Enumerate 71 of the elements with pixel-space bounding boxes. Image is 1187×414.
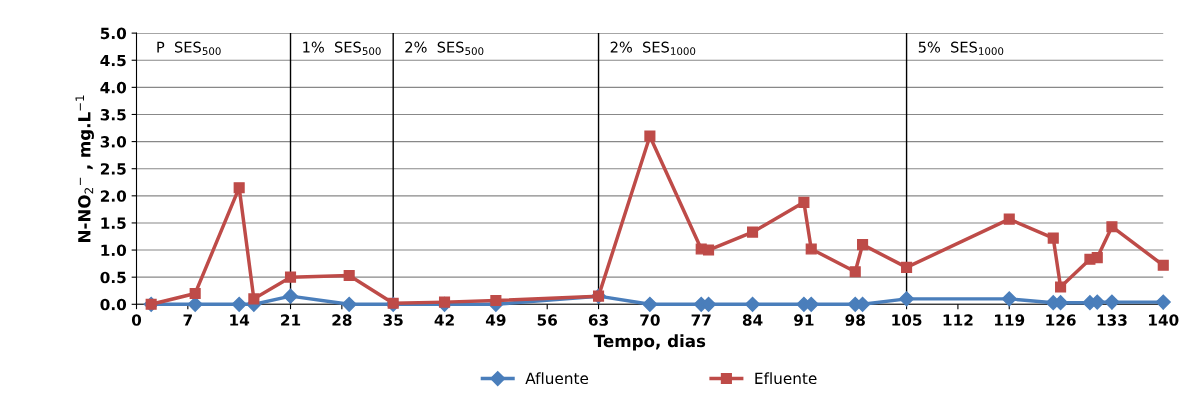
x-tick-label: 70 <box>640 314 660 326</box>
x-tick-label: 119 <box>995 314 1025 326</box>
point <box>248 293 260 305</box>
point <box>1001 291 1017 307</box>
y-tick-label: 2.5 <box>100 163 126 175</box>
point <box>1003 213 1015 225</box>
legend-label: Efluente <box>755 372 817 385</box>
point <box>1104 294 1120 310</box>
x-tick-label: 0 <box>131 314 142 326</box>
point <box>1047 232 1059 244</box>
point <box>233 182 245 194</box>
point <box>341 296 357 312</box>
ref-line-label: 1% SES$_{500}$ <box>303 41 381 55</box>
point <box>284 271 297 283</box>
point <box>1155 294 1171 310</box>
point <box>798 196 810 208</box>
x-tick-label: 84 <box>742 314 763 326</box>
y-tick-label: 4.0 <box>100 81 127 94</box>
point <box>343 269 355 282</box>
y-tick-label: 1.5 <box>101 217 126 229</box>
point <box>901 261 913 273</box>
x-tick-label: 105 <box>892 314 922 326</box>
x-tick-label: 133 <box>1097 314 1127 326</box>
point <box>857 239 869 251</box>
x-tick-label: 28 <box>332 314 352 326</box>
point <box>644 130 656 142</box>
annotation: P SES$_{500}$ <box>157 41 221 55</box>
x-tick-label: 42 <box>434 314 454 326</box>
point <box>1091 252 1103 264</box>
ref-line-label: 2% SES$_{500}$ <box>405 41 484 55</box>
x-tick-label: 77 <box>691 314 711 326</box>
y-tick-label: 5.0 <box>100 27 127 40</box>
point <box>702 244 715 256</box>
x-tick-label: 56 <box>537 314 558 326</box>
x-tick-label: 14 <box>230 314 250 326</box>
y-axis-title: N-NO$_{2}$$^{−}$ , mg.L$^{−1}$ <box>75 95 94 242</box>
point <box>231 296 247 312</box>
y-tick-label: 0.5 <box>100 271 126 284</box>
point <box>282 288 299 304</box>
x-tick-label: 140 <box>1149 314 1179 326</box>
x-tick-label: 126 <box>1046 314 1076 326</box>
x-tick-label: 7 <box>183 314 192 326</box>
x-tick-label: 112 <box>943 314 973 326</box>
point <box>438 296 451 308</box>
point <box>189 287 201 299</box>
y-tick-label: 3.0 <box>100 136 127 148</box>
y-tick-label: 2.0 <box>100 190 127 202</box>
point <box>642 296 658 312</box>
y-tick-label: 4.5 <box>100 54 126 67</box>
x-tick-label: 63 <box>588 314 608 326</box>
x-tick-label: 49 <box>485 314 506 326</box>
point <box>1157 259 1169 271</box>
point <box>490 294 502 307</box>
point <box>849 266 861 278</box>
ref-line-label: 2% SES$_{1000}$ <box>610 41 696 55</box>
x-axis-title: Tempo, dias <box>593 334 706 351</box>
y-tick-label: 0.0 <box>100 298 127 311</box>
point <box>899 291 915 307</box>
ref-line-label: 5% SES$_{1000}$ <box>918 41 1004 55</box>
y-tick-label: 1.0 <box>101 244 127 257</box>
point <box>1055 281 1067 293</box>
point <box>744 296 761 312</box>
y-tick-label: 3.5 <box>100 108 126 121</box>
x-tick-label: 21 <box>281 314 301 326</box>
x-tick-label: 91 <box>794 314 814 326</box>
point <box>805 243 817 255</box>
point <box>747 226 759 238</box>
x-tick-label: 35 <box>383 314 403 326</box>
point <box>1106 221 1118 233</box>
x-tick-label: 98 <box>845 314 865 326</box>
legend-label: Afluente <box>525 372 589 385</box>
